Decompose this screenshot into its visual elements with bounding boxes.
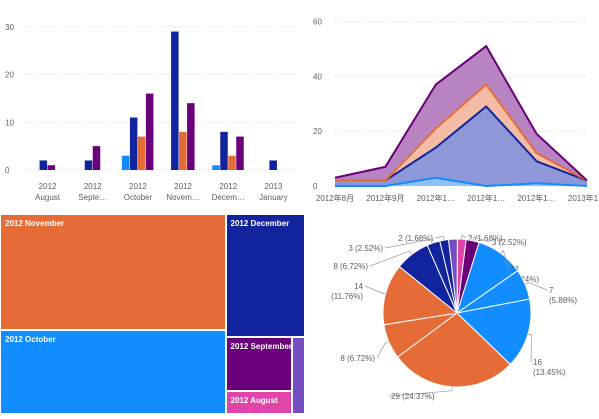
bar <box>85 160 93 170</box>
bar <box>236 137 244 170</box>
bar-x-tick-label: 2012 <box>219 182 237 191</box>
pie-data-label: 3 (2.52%) <box>492 238 527 247</box>
bar-x-tick-label: Septe… <box>78 193 107 202</box>
area-x-tick-label: 2012年1… <box>517 193 555 203</box>
pie-leader-line <box>435 236 443 238</box>
bar <box>40 160 48 170</box>
area-y-tick-label: 20 <box>313 127 322 136</box>
bar <box>122 156 129 170</box>
pie-data-label: (13.45%) <box>533 368 566 377</box>
bar-y-tick-label: 30 <box>5 23 14 32</box>
bar-x-tick-label: August <box>35 193 61 202</box>
treemap-tile: 2012 December <box>226 214 305 337</box>
treemap-tile: 2012 October <box>0 330 226 414</box>
treemap-tile <box>292 337 305 414</box>
pie-data-label: 3 (2.52%) <box>348 244 383 253</box>
area-y-tick-label: 60 <box>313 17 322 26</box>
bar-x-tick-label: 2013 <box>265 182 283 191</box>
pie-data-label: 2 (1.68%) <box>398 234 433 243</box>
area-x-tick-label: 2012年8月 <box>316 193 354 203</box>
bar <box>138 137 146 170</box>
bar <box>187 103 195 170</box>
bar-x-tick-label: 2012 <box>39 182 57 191</box>
bar-x-tick-label: October <box>124 193 153 202</box>
pie-leader-line <box>382 293 386 294</box>
bar-y-tick-label: 0 <box>5 166 10 175</box>
treemap-tile: 2012 November <box>0 214 226 330</box>
pie-leader-line <box>385 342 389 344</box>
bar <box>228 156 236 170</box>
pie-data-label: 8 (6.72%) <box>333 262 368 271</box>
bar <box>130 117 138 170</box>
pie-leader-line <box>462 235 466 238</box>
bar <box>212 165 220 170</box>
treemap-tile-label: 2012 October <box>5 335 56 344</box>
treemap-tile-label: 2012 November <box>5 219 64 228</box>
area-chart-svg: 0 20 40 60 2012年8月 2012年9月 2012年1… 2012年1… 2012年… <box>305 0 599 210</box>
pie-chart: 2 (1.68%)3 (2.52%)11(9.24%)7(5.88%)16(13… <box>305 214 599 414</box>
treemap-tile: 2012 September <box>226 337 292 391</box>
treemap-tile: 2012 August <box>226 391 292 414</box>
bar <box>220 132 228 170</box>
bar-x-tick-label: Novem… <box>166 193 199 202</box>
clustered-bar-chart: 0 10 20 30 2012 August 2012 Septe… 2012 October 20… <box>0 0 300 210</box>
pie-data-label: (5.88%) <box>549 296 577 305</box>
stacked-area-chart: 0 20 40 60 2012年8月 2012年9月 2012年1… 2012年1… 2012年… <box>305 0 599 210</box>
bar <box>93 146 101 170</box>
pie-leader-line <box>365 286 382 293</box>
bar-y-tick-label: 10 <box>5 118 14 127</box>
treemap-chart: 2012 November 2012 October 2012 December 20… <box>0 214 305 414</box>
pie-leader-line <box>410 251 412 254</box>
treemap-tile-label: 2012 September <box>231 342 292 351</box>
pie-data-label: 29 (24.37%) <box>391 392 435 401</box>
bar <box>146 94 154 170</box>
pie-leader-line <box>443 236 444 240</box>
treemap-tile-label: 2012 December <box>231 219 290 228</box>
pie-leader-line <box>377 343 385 358</box>
bar-x-tick-label: Decem… <box>212 193 245 202</box>
pie-leader-line <box>501 250 503 253</box>
area-x-tick-label: 2013年1… <box>568 193 599 203</box>
area-x-tick-label: 2012年9月 <box>366 193 404 203</box>
bar-chart-svg: 0 10 20 30 2012 August 2012 Septe… 2012 October 20… <box>0 0 300 210</box>
bar <box>48 165 56 170</box>
bar <box>171 32 179 170</box>
area-x-tick-label: 2012年1… <box>417 193 455 203</box>
area-x-tick-label: 2012年1… <box>467 193 505 203</box>
bar-x-tick-label: 2012 <box>84 182 102 191</box>
bar <box>179 132 187 170</box>
pie-data-label: (11.76%) <box>331 292 363 301</box>
bar-x-tick-label: January <box>259 193 287 202</box>
area-y-tick-label: 0 <box>313 182 318 191</box>
pie-leader-line <box>531 335 532 362</box>
pie-data-label: 16 <box>533 358 542 367</box>
pie-chart-svg: 2 (1.68%)3 (2.52%)11(9.24%)7(5.88%)16(13… <box>305 214 599 414</box>
area-y-tick-label: 40 <box>313 72 322 81</box>
pie-data-label: 7 <box>549 286 554 295</box>
bar-x-tick-label: 2012 <box>129 182 147 191</box>
pie-leader-line <box>528 334 532 335</box>
pie-data-label: 14 <box>354 282 363 291</box>
bar-y-tick-label: 20 <box>5 71 14 80</box>
pie-data-label: 8 (6.72%) <box>340 354 375 363</box>
bar-x-tick-label: 2012 <box>174 182 192 191</box>
bar <box>269 160 277 170</box>
treemap-tile-label: 2012 August <box>231 396 278 405</box>
